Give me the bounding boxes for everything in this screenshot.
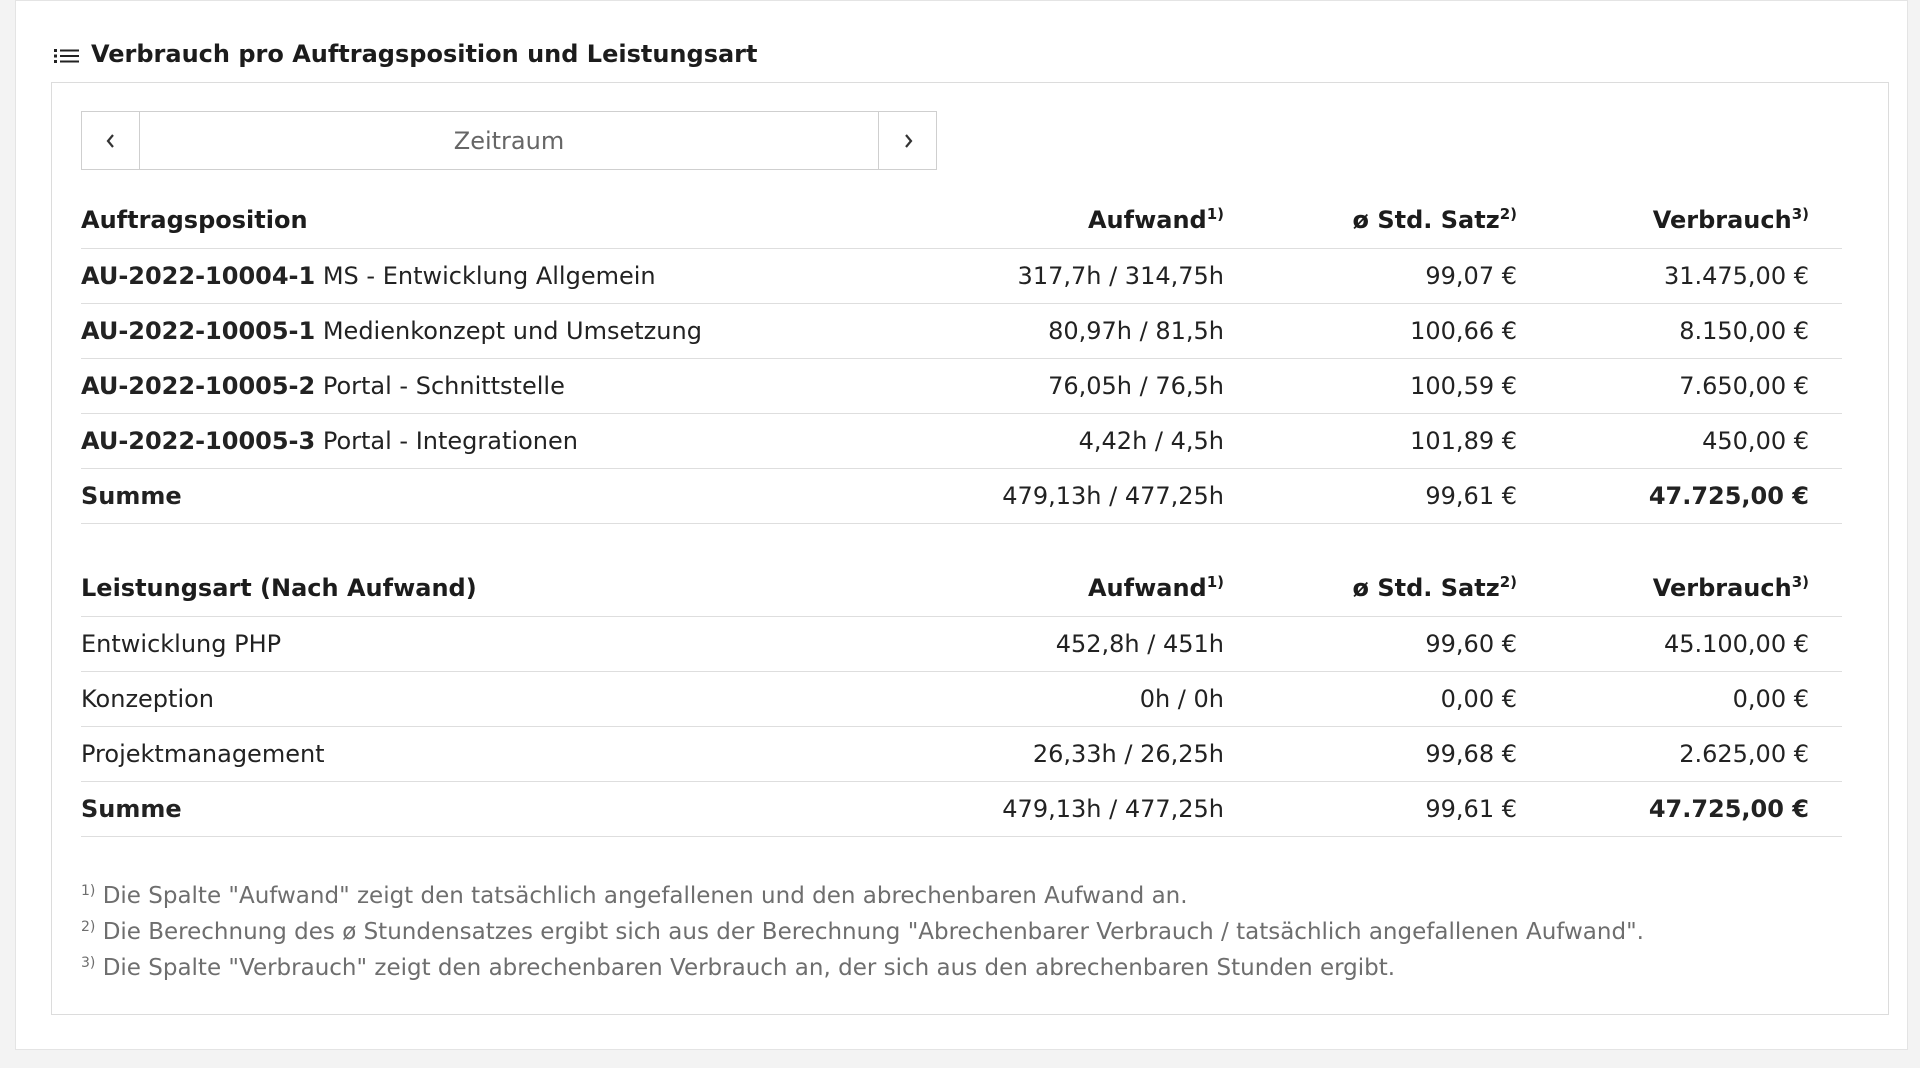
sum-verbrauch: 47.725,00 € — [1517, 468, 1809, 524]
col-header-verbrauch: Verbrauch3) — [1517, 561, 1809, 617]
list-icon — [53, 44, 81, 64]
rate-value: 100,66 € — [1224, 303, 1517, 359]
position-code: AU-2022-10005-1 — [81, 316, 316, 345]
position-code: AU-2022-10004-1 — [81, 261, 316, 290]
verbrauch-value: 0,00 € — [1517, 671, 1809, 727]
rate-value: 101,89 € — [1224, 413, 1517, 469]
rate-value: 0,00 € — [1224, 671, 1517, 727]
rate-value: 99,68 € — [1224, 726, 1517, 782]
chevron-left-icon — [106, 133, 114, 148]
sum-rate: 99,61 € — [1224, 468, 1517, 524]
sum-verbrauch: 47.725,00 € — [1517, 781, 1809, 837]
verbrauch-value: 8.150,00 € — [1517, 303, 1809, 359]
position-name: Portal - Integrationen — [322, 426, 578, 455]
col-header-aufwand: Aufwand1) — [971, 193, 1224, 249]
verbrauch-value: 31.475,00 € — [1517, 248, 1809, 304]
verbrauch-value: 7.650,00 € — [1517, 358, 1809, 414]
position-name: MS - Entwicklung Allgemein — [322, 261, 656, 290]
footnotes: 1) Die Spalte "Aufwand" zeigt den tatsäc… — [81, 878, 1841, 986]
consumption-card: Verbrauch pro Auftragsposition und Leist… — [15, 0, 1908, 1050]
rate-value: 99,07 € — [1224, 248, 1517, 304]
sum-row: Summe 479,13h / 477,25h 99,61 € 47.725,0… — [81, 468, 1842, 524]
aufwand-value: 26,33h / 26,25h — [971, 726, 1224, 782]
next-period-button[interactable] — [878, 112, 936, 169]
sum-aufwand: 479,13h / 477,25h — [971, 781, 1224, 837]
service-type-table: Leistungsart (Nach Aufwand) Aufwand1) ø … — [81, 561, 1842, 837]
sum-label: Summe — [81, 468, 971, 524]
service-type-name: Konzeption — [81, 671, 971, 727]
table-row: AU-2022-10005-3 Portal - Integrationen 4… — [81, 413, 1842, 469]
footnote: 1) Die Spalte "Aufwand" zeigt den tatsäc… — [81, 883, 1188, 909]
chevron-right-icon — [904, 133, 912, 148]
col-header-aufwand: Aufwand1) — [971, 561, 1224, 617]
table-row: AU-2022-10005-2 Portal - Schnittstelle 7… — [81, 358, 1842, 414]
card-title: Verbrauch pro Auftragsposition und Leist… — [91, 40, 758, 68]
report-panel: Zeitraum Auftragsposition Aufwand1) ø St… — [51, 82, 1889, 1015]
col-header-service-type: Leistungsart (Nach Aufwand) — [81, 561, 971, 617]
previous-period-button[interactable] — [82, 112, 140, 169]
sum-row: Summe 479,13h / 477,25h 99,61 € 47.725,0… — [81, 781, 1842, 837]
table-row: Konzeption 0h / 0h 0,00 € 0,00 € — [81, 671, 1842, 727]
period-label[interactable]: Zeitraum — [453, 126, 565, 155]
sum-rate: 99,61 € — [1224, 781, 1517, 837]
aufwand-value: 452,8h / 451h — [971, 616, 1224, 672]
aufwand-value: 0h / 0h — [971, 671, 1224, 727]
aufwand-value: 76,05h / 76,5h — [971, 358, 1224, 414]
service-type-name: Entwicklung PHP — [81, 616, 971, 672]
service-type-name: Projektmanagement — [81, 726, 971, 782]
position-name: Portal - Schnittstelle — [322, 371, 565, 400]
card-header: Verbrauch pro Auftragsposition und Leist… — [53, 39, 757, 69]
table-header-row: Leistungsart (Nach Aufwand) Aufwand1) ø … — [81, 561, 1842, 617]
table-row: AU-2022-10004-1 MS - Entwicklung Allgeme… — [81, 248, 1842, 304]
rate-value: 99,60 € — [1224, 616, 1517, 672]
aufwand-value: 80,97h / 81,5h — [971, 303, 1224, 359]
table-header-row: Auftragsposition Aufwand1) ø Std. Satz2)… — [81, 193, 1842, 249]
col-header-position: Auftragsposition — [81, 193, 971, 249]
col-header-rate: ø Std. Satz2) — [1224, 193, 1517, 249]
verbrauch-value: 45.100,00 € — [1517, 616, 1809, 672]
position-name: Medienkonzept und Umsetzung — [322, 316, 702, 345]
table-row: AU-2022-10005-1 Medienkonzept und Umsetz… — [81, 303, 1842, 359]
period-pager: Zeitraum — [81, 111, 937, 170]
table-row: Projektmanagement 26,33h / 26,25h 99,68 … — [81, 726, 1842, 782]
table-row: Entwicklung PHP 452,8h / 451h 99,60 € 45… — [81, 616, 1842, 672]
position-code: AU-2022-10005-3 — [81, 426, 316, 455]
aufwand-value: 4,42h / 4,5h — [971, 413, 1224, 469]
col-header-verbrauch: Verbrauch3) — [1517, 193, 1809, 249]
footnote: 3) Die Spalte "Verbrauch" zeigt den abre… — [81, 955, 1396, 981]
sum-aufwand: 479,13h / 477,25h — [971, 468, 1224, 524]
col-header-rate: ø Std. Satz2) — [1224, 561, 1517, 617]
sum-label: Summe — [81, 781, 971, 837]
order-position-table: Auftragsposition Aufwand1) ø Std. Satz2)… — [81, 193, 1842, 524]
position-code: AU-2022-10005-2 — [81, 371, 316, 400]
rate-value: 100,59 € — [1224, 358, 1517, 414]
aufwand-value: 317,7h / 314,75h — [971, 248, 1224, 304]
footnote: 2) Die Berechnung des ø Stundensatzes er… — [81, 919, 1644, 945]
verbrauch-value: 450,00 € — [1517, 413, 1809, 469]
verbrauch-value: 2.625,00 € — [1517, 726, 1809, 782]
